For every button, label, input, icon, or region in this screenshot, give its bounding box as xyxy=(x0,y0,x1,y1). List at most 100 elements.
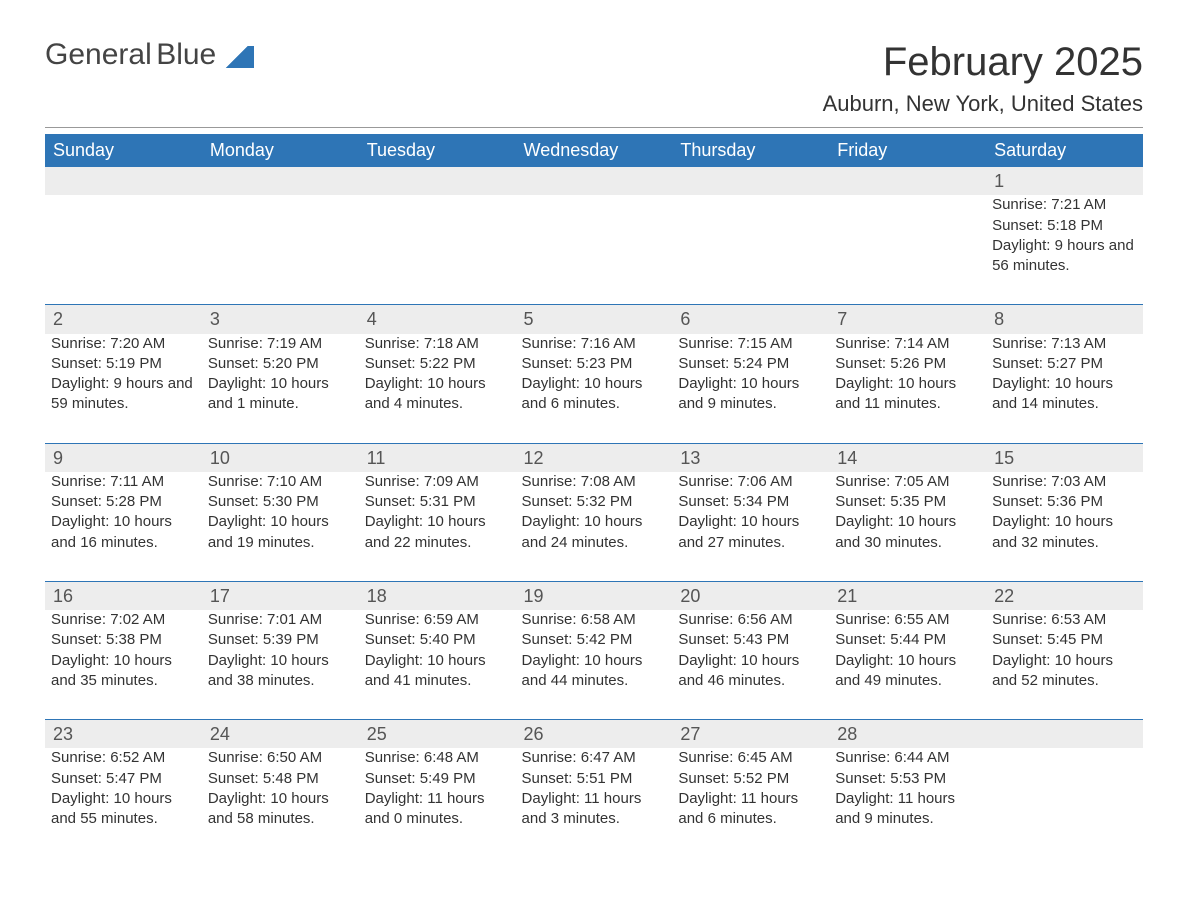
day-detail-cell: Sunrise: 7:03 AMSunset: 5:36 PMDaylight:… xyxy=(986,472,1143,582)
day-detail-cell: Sunrise: 6:47 AMSunset: 5:51 PMDaylight:… xyxy=(516,748,673,857)
location-label: Auburn, New York, United States xyxy=(823,91,1143,117)
day-detail-cell: Sunrise: 7:18 AMSunset: 5:22 PMDaylight:… xyxy=(359,334,516,444)
sunset-text: Sunset: 5:24 PM xyxy=(678,354,823,374)
day-number-cell xyxy=(672,167,829,195)
day-number-cell: 16 xyxy=(45,582,202,610)
daylight-text: Daylight: 11 hours and 6 minutes. xyxy=(678,789,823,830)
day-number-cell: 22 xyxy=(986,582,1143,610)
daylight-text: Daylight: 10 hours and 35 minutes. xyxy=(51,651,196,692)
day-detail-cell xyxy=(829,195,986,305)
header-rule xyxy=(45,127,1143,128)
day-number-cell: 26 xyxy=(516,720,673,748)
sunset-text: Sunset: 5:31 PM xyxy=(365,492,510,512)
day-detail-cell: Sunrise: 6:55 AMSunset: 5:44 PMDaylight:… xyxy=(829,610,986,720)
day-detail-cell xyxy=(45,195,202,305)
sunset-text: Sunset: 5:22 PM xyxy=(365,354,510,374)
day-number-cell: 24 xyxy=(202,720,359,748)
day-number-cell: 19 xyxy=(516,582,673,610)
sunset-text: Sunset: 5:30 PM xyxy=(208,492,353,512)
sunrise-text: Sunrise: 6:59 AM xyxy=(365,610,510,630)
day-detail-cell: Sunrise: 6:45 AMSunset: 5:52 PMDaylight:… xyxy=(672,748,829,857)
day-detail-cell: Sunrise: 6:56 AMSunset: 5:43 PMDaylight:… xyxy=(672,610,829,720)
day-number-row: 16171819202122 xyxy=(45,582,1143,610)
day-number-row: 1 xyxy=(45,167,1143,195)
sunset-text: Sunset: 5:53 PM xyxy=(835,769,980,789)
daylight-text: Daylight: 10 hours and 49 minutes. xyxy=(835,651,980,692)
day-detail-cell: Sunrise: 6:52 AMSunset: 5:47 PMDaylight:… xyxy=(45,748,202,857)
sunrise-text: Sunrise: 6:55 AM xyxy=(835,610,980,630)
daylight-text: Daylight: 11 hours and 9 minutes. xyxy=(835,789,980,830)
sunrise-text: Sunrise: 6:45 AM xyxy=(678,748,823,768)
day-number-cell: 14 xyxy=(829,444,986,472)
day-detail-cell: Sunrise: 7:13 AMSunset: 5:27 PMDaylight:… xyxy=(986,334,1143,444)
sunset-text: Sunset: 5:28 PM xyxy=(51,492,196,512)
sunset-text: Sunset: 5:34 PM xyxy=(678,492,823,512)
day-number-cell xyxy=(829,167,986,195)
sunrise-text: Sunrise: 7:08 AM xyxy=(522,472,667,492)
day-detail-cell: Sunrise: 7:01 AMSunset: 5:39 PMDaylight:… xyxy=(202,610,359,720)
sunset-text: Sunset: 5:51 PM xyxy=(522,769,667,789)
sunset-text: Sunset: 5:52 PM xyxy=(678,769,823,789)
day-detail-cell: Sunrise: 7:11 AMSunset: 5:28 PMDaylight:… xyxy=(45,472,202,582)
daylight-text: Daylight: 9 hours and 56 minutes. xyxy=(992,236,1137,277)
sunrise-text: Sunrise: 7:21 AM xyxy=(992,195,1137,215)
sunrise-text: Sunrise: 7:09 AM xyxy=(365,472,510,492)
day-number-cell: 7 xyxy=(829,305,986,333)
daylight-text: Daylight: 10 hours and 38 minutes. xyxy=(208,651,353,692)
sunrise-text: Sunrise: 7:18 AM xyxy=(365,334,510,354)
day-number-cell: 8 xyxy=(986,305,1143,333)
daylight-text: Daylight: 10 hours and 41 minutes. xyxy=(365,651,510,692)
sunset-text: Sunset: 5:48 PM xyxy=(208,769,353,789)
day-number-cell: 4 xyxy=(359,305,516,333)
day-number-cell: 2 xyxy=(45,305,202,333)
day-number-cell: 21 xyxy=(829,582,986,610)
daylight-text: Daylight: 11 hours and 3 minutes. xyxy=(522,789,667,830)
day-number-row: 232425262728 xyxy=(45,720,1143,748)
sunrise-text: Sunrise: 6:53 AM xyxy=(992,610,1137,630)
day-number-cell: 3 xyxy=(202,305,359,333)
day-detail-cell: Sunrise: 7:10 AMSunset: 5:30 PMDaylight:… xyxy=(202,472,359,582)
sunset-text: Sunset: 5:27 PM xyxy=(992,354,1137,374)
sunset-text: Sunset: 5:42 PM xyxy=(522,630,667,650)
sunset-text: Sunset: 5:19 PM xyxy=(51,354,196,374)
sunrise-text: Sunrise: 6:52 AM xyxy=(51,748,196,768)
sunrise-text: Sunrise: 6:47 AM xyxy=(522,748,667,768)
sunrise-text: Sunrise: 7:03 AM xyxy=(992,472,1137,492)
day-detail-cell: Sunrise: 7:05 AMSunset: 5:35 PMDaylight:… xyxy=(829,472,986,582)
sunrise-text: Sunrise: 6:56 AM xyxy=(678,610,823,630)
day-number-row: 2345678 xyxy=(45,305,1143,333)
sunset-text: Sunset: 5:20 PM xyxy=(208,354,353,374)
weekday-header: Tuesday xyxy=(359,134,516,167)
sunrise-text: Sunrise: 7:01 AM xyxy=(208,610,353,630)
day-number-cell: 1 xyxy=(986,167,1143,195)
sunset-text: Sunset: 5:35 PM xyxy=(835,492,980,512)
sunset-text: Sunset: 5:23 PM xyxy=(522,354,667,374)
day-detail-cell xyxy=(202,195,359,305)
day-number-cell: 17 xyxy=(202,582,359,610)
day-detail-cell: Sunrise: 7:02 AMSunset: 5:38 PMDaylight:… xyxy=(45,610,202,720)
sunrise-text: Sunrise: 6:48 AM xyxy=(365,748,510,768)
day-detail-cell: Sunrise: 7:15 AMSunset: 5:24 PMDaylight:… xyxy=(672,334,829,444)
sunrise-text: Sunrise: 7:16 AM xyxy=(522,334,667,354)
sunset-text: Sunset: 5:43 PM xyxy=(678,630,823,650)
sunset-text: Sunset: 5:39 PM xyxy=(208,630,353,650)
sunset-text: Sunset: 5:40 PM xyxy=(365,630,510,650)
day-number-cell xyxy=(45,167,202,195)
daylight-text: Daylight: 10 hours and 11 minutes. xyxy=(835,374,980,415)
day-number-cell: 9 xyxy=(45,444,202,472)
day-number-cell: 13 xyxy=(672,444,829,472)
calendar-table: Sunday Monday Tuesday Wednesday Thursday… xyxy=(45,134,1143,857)
day-detail-cell: Sunrise: 7:16 AMSunset: 5:23 PMDaylight:… xyxy=(516,334,673,444)
page-header: General Blue February 2025 Auburn, New Y… xyxy=(45,40,1143,117)
day-number-cell: 11 xyxy=(359,444,516,472)
day-number-cell: 6 xyxy=(672,305,829,333)
daylight-text: Daylight: 10 hours and 44 minutes. xyxy=(522,651,667,692)
daylight-text: Daylight: 10 hours and 9 minutes. xyxy=(678,374,823,415)
logo: General Blue xyxy=(45,40,254,70)
weekday-header: Friday xyxy=(829,134,986,167)
sunrise-text: Sunrise: 7:19 AM xyxy=(208,334,353,354)
sunrise-text: Sunrise: 7:14 AM xyxy=(835,334,980,354)
day-number-cell: 15 xyxy=(986,444,1143,472)
sunrise-text: Sunrise: 6:44 AM xyxy=(835,748,980,768)
sunset-text: Sunset: 5:49 PM xyxy=(365,769,510,789)
